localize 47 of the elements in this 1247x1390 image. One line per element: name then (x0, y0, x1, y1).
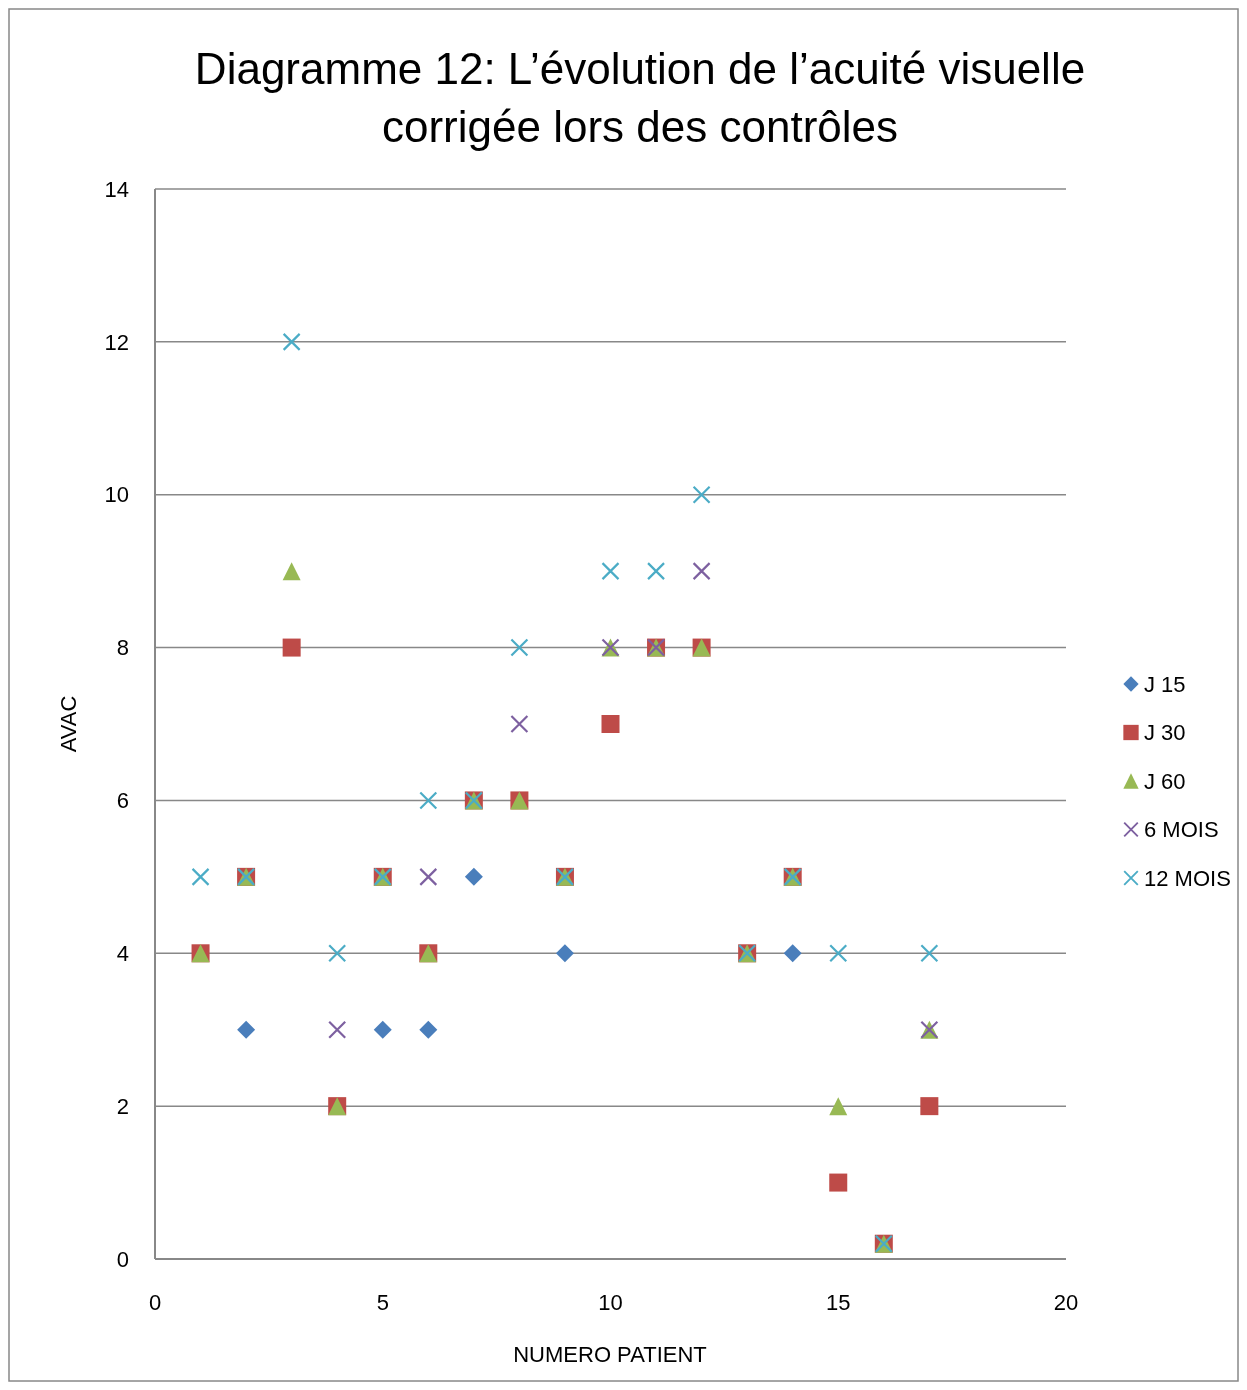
point (646, 562, 666, 581)
y-tick-label: 0 (116, 1246, 129, 1272)
x-tick-label: 5 (376, 1290, 389, 1315)
y-tick-label: 8 (116, 635, 129, 661)
y-tick-label: 14 (104, 176, 129, 202)
point (237, 1020, 256, 1039)
point (373, 1020, 392, 1039)
chart-title: Diagramme 12: L’évolution de l’acuité visuelle corrigée lors des contrôles (194, 44, 1086, 151)
point (692, 485, 711, 504)
point (282, 562, 301, 581)
point (920, 944, 939, 963)
point (328, 1020, 347, 1039)
point (419, 867, 438, 886)
x-tick-label: 10 (598, 1290, 623, 1315)
point (282, 638, 301, 657)
point (510, 714, 529, 734)
point (510, 638, 529, 657)
x-tick-label: 0 (148, 1290, 162, 1315)
y-axis-title: AVAC (56, 695, 81, 753)
point (601, 562, 620, 581)
point (419, 791, 438, 810)
point (464, 867, 483, 886)
point (829, 1097, 848, 1116)
y-tick-label: 6 (116, 788, 129, 814)
point (191, 867, 210, 886)
y-tick-label: 2 (116, 1093, 129, 1119)
legend-label: 12 MOIS (1144, 865, 1231, 891)
legend-label: J 30 (1144, 720, 1186, 746)
x-axis-title: NUMERO PATIENT (513, 1342, 707, 1367)
legend-label: J 60 (1144, 768, 1186, 794)
point (920, 1097, 939, 1116)
legend-label: 6 MOIS (1144, 817, 1219, 843)
point (282, 332, 301, 351)
point (555, 944, 574, 963)
x-tick-label: 20 (1053, 1290, 1079, 1315)
point (419, 1020, 438, 1039)
y-tick-label: 4 (116, 940, 129, 966)
y-tick-label: 10 (104, 482, 129, 508)
x-tick-label: 15 (826, 1290, 851, 1315)
point (829, 1173, 848, 1192)
legend-label: J 15 (1144, 671, 1186, 697)
point (783, 944, 802, 963)
point (692, 562, 711, 581)
point (601, 715, 620, 733)
y-tick-label: 12 (104, 329, 129, 355)
point (328, 944, 347, 963)
point (829, 944, 848, 963)
